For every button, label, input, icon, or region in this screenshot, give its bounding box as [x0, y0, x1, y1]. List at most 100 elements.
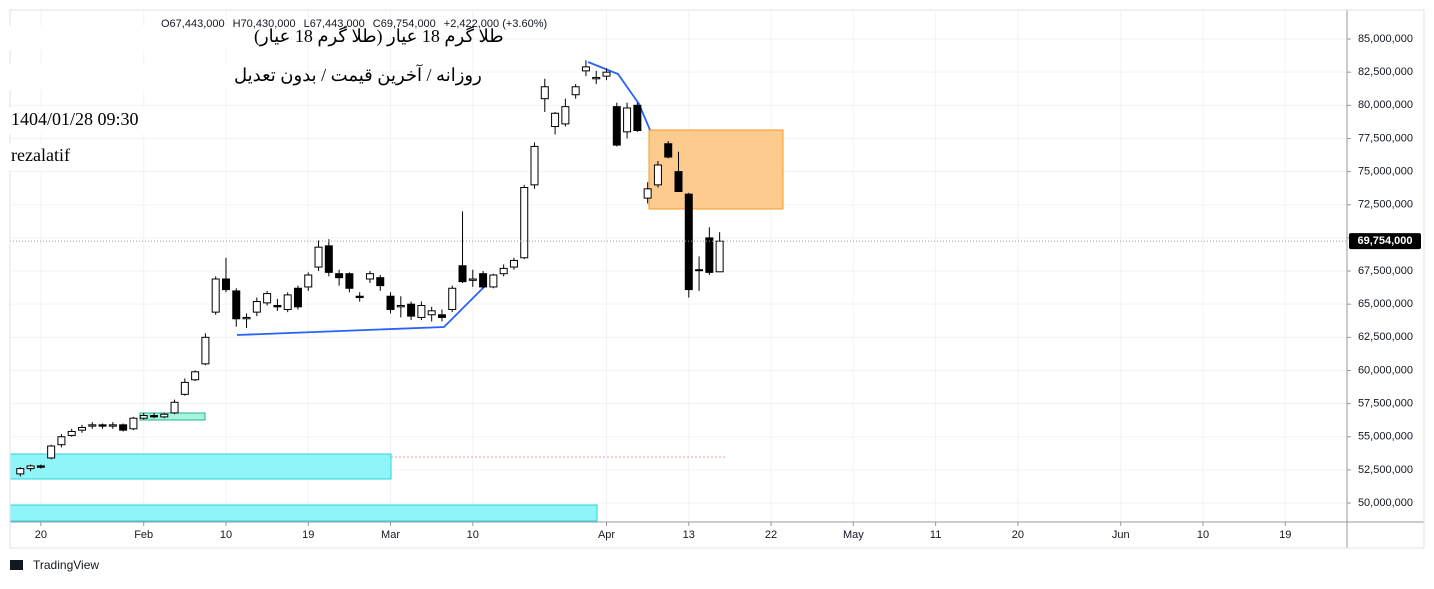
candle-body	[304, 274, 313, 288]
y-tick-label: 85,000,000	[1358, 33, 1413, 45]
candle-body	[695, 269, 704, 272]
candle-body	[345, 273, 354, 289]
annotation: طلا گرم 18 عیار (طلا گرم 18 عیار)	[254, 25, 504, 47]
candle-body	[232, 290, 241, 320]
candle-body	[396, 305, 405, 308]
candle-body	[571, 86, 580, 96]
x-tick-label: 19	[302, 529, 314, 541]
candle-body	[180, 381, 189, 395]
candle-body	[335, 273, 344, 279]
last-price-label: 69,754,000	[1357, 235, 1412, 247]
candle-body	[458, 265, 467, 283]
candle-body	[139, 415, 148, 419]
candle-body	[612, 106, 621, 146]
x-tick-label: 19	[1279, 529, 1291, 541]
x-tick-label: Mar	[381, 529, 400, 541]
candle-body	[283, 294, 292, 310]
candle-body	[674, 171, 683, 192]
candle-body	[653, 164, 662, 186]
candle-body	[263, 293, 272, 304]
candle-body	[36, 465, 45, 468]
annotation: rezalatif	[11, 145, 70, 165]
x-tick-label: 10	[467, 529, 479, 541]
y-tick-label: 67,500,000	[1358, 265, 1413, 277]
y-tick-label: 55,000,000	[1358, 431, 1413, 443]
x-tick-label: 10	[1197, 529, 1209, 541]
candle-body	[664, 143, 673, 158]
candle-body	[705, 237, 714, 273]
y-tick-label: 65,000,000	[1358, 298, 1413, 310]
candle-body	[47, 445, 56, 459]
y-tick-label: 52,500,000	[1358, 464, 1413, 476]
zone-box	[139, 412, 206, 421]
brand: TradingView	[33, 558, 99, 572]
candle-body	[592, 76, 601, 80]
annotation: 1404/01/28 09:30	[11, 109, 139, 129]
y-tick-label: 75,000,000	[1358, 166, 1413, 178]
candle-body	[149, 415, 158, 418]
candle-body	[489, 274, 498, 288]
y-tick-label: 82,500,000	[1358, 66, 1413, 78]
label-bg	[8, 108, 158, 134]
candle-body	[77, 426, 86, 431]
candle-body	[417, 305, 426, 318]
candle-body	[191, 371, 200, 381]
candle-body	[509, 259, 518, 268]
annotation: روزانه / آخرین قیمت / بدون تعدیل	[234, 64, 482, 86]
candle-body	[561, 106, 570, 125]
candle-body	[499, 267, 508, 275]
candle-body	[119, 424, 128, 431]
candle-body	[602, 71, 611, 77]
candle-body	[437, 314, 446, 318]
last-price-tag	[1349, 233, 1421, 250]
y-tick-label: 72,500,000	[1358, 199, 1413, 211]
trend-line	[236, 284, 487, 336]
candle-body	[448, 287, 457, 310]
candle-body	[479, 273, 488, 288]
candle-body	[314, 246, 323, 268]
y-tick-label: 57,500,000	[1358, 398, 1413, 410]
candle-body	[365, 273, 374, 280]
label-bg	[8, 144, 84, 170]
candle-body	[427, 310, 436, 316]
y-tick-label: 60,000,000	[1358, 364, 1413, 376]
candle-body	[623, 107, 632, 133]
ohlc-value: H70,430,000	[233, 18, 296, 30]
x-tick-label: Feb	[134, 529, 153, 541]
label-bg	[8, 64, 238, 90]
candle-body	[376, 277, 385, 287]
y-tick-label: 50,000,000	[1358, 497, 1413, 509]
y-tick-label: 62,500,000	[1358, 331, 1413, 343]
candle-body	[16, 468, 25, 475]
candle-body	[170, 401, 179, 414]
candle-body	[108, 424, 117, 427]
ohlc-value: C69,754,000	[373, 18, 436, 30]
y-tick-label: 80,000,000	[1358, 99, 1413, 111]
ohlc-value: O67,443,000	[161, 18, 225, 30]
trend-line	[587, 61, 651, 131]
candle-body	[355, 295, 364, 299]
candle-body	[520, 187, 529, 259]
candle-body	[242, 316, 251, 320]
candle-body	[67, 430, 76, 436]
candle-body	[633, 104, 642, 132]
x-tick-label: 20	[35, 529, 47, 541]
x-tick-label: May	[843, 529, 864, 541]
candle-body	[221, 278, 230, 291]
y-tick-label: 77,500,000	[1358, 132, 1413, 144]
candle-body	[581, 66, 590, 72]
zone-box	[9, 453, 392, 480]
candle-body	[540, 86, 549, 100]
candle-body	[293, 287, 302, 308]
candle-body	[57, 436, 66, 446]
candle-body	[160, 413, 169, 418]
x-tick-label: Apr	[598, 529, 615, 541]
logo	[10, 560, 23, 570]
zone-box	[9, 504, 598, 522]
candle-body	[201, 336, 210, 365]
candle-body	[551, 112, 560, 128]
x-tick-label: 22	[765, 529, 777, 541]
x-tick-label: 10	[220, 529, 232, 541]
x-tick-label: Jun	[1112, 529, 1130, 541]
